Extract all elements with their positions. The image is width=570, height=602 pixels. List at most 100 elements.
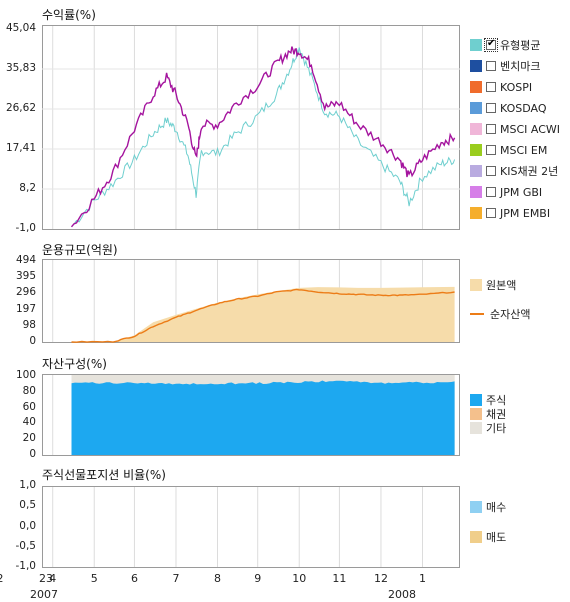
legend-checkbox[interactable] (486, 124, 496, 134)
legend-label: MSCI ACWI (500, 122, 561, 136)
x-tick-label: 23 (39, 572, 53, 585)
y-tick-label: 0,0 (19, 519, 36, 532)
x-tick-label: 4 (49, 572, 57, 585)
legend-label: KIS채권 2년 (500, 165, 559, 178)
x-tick-label: 12 (373, 572, 388, 585)
legend-swatch (470, 501, 482, 513)
y-tick-label: 45,04 (5, 22, 36, 34)
y-tick-label: 0 (29, 335, 36, 347)
legend-item[interactable]: JPM GBI (470, 185, 542, 199)
y-tick-label: 0,5 (19, 499, 36, 512)
x-tick-label: 6 (130, 572, 138, 585)
legend-checkbox[interactable] (486, 208, 496, 218)
legend-label: 기타 (486, 422, 507, 435)
legend-line-marker (470, 313, 484, 315)
legend-swatch (470, 60, 482, 72)
y-tick-label: 494 (15, 254, 36, 266)
fund-size-panel-title: 운용규모(억원) (42, 243, 118, 257)
y-tick-label: 35,83 (5, 62, 36, 74)
legend-checkbox[interactable] (484, 38, 498, 52)
y-tick-label: 26,62 (5, 102, 36, 114)
legend-item[interactable]: 벤치마크 (470, 59, 540, 73)
legend-swatch (470, 123, 482, 135)
legend-checkbox[interactable] (486, 166, 496, 176)
y-tick-label: 40 (22, 416, 36, 429)
legend-checkbox[interactable] (486, 61, 496, 71)
legend-item: 기타 (470, 421, 506, 435)
asset-panel-title: 자산구성(%) (42, 357, 107, 371)
legend-checkbox[interactable] (486, 103, 496, 113)
x-tick-label: 10 (292, 572, 307, 585)
x-tick-label: 2 (0, 572, 4, 585)
legend-label: 주식 (486, 394, 507, 407)
y-tick-label: 0 (29, 448, 36, 460)
x-tick-label: 7 (172, 572, 180, 585)
legend-label: 매도 (486, 531, 507, 544)
y-tick-label: 395 (15, 270, 36, 283)
legend-item[interactable]: KOSDAQ (470, 101, 547, 115)
legend-item[interactable]: KOSPI (470, 80, 532, 94)
legend-item[interactable]: MSCI EM (470, 143, 547, 157)
legend-item: 순자산액 (470, 307, 530, 321)
x-tick-label: 9 (254, 572, 262, 585)
legend-item: 주식 (470, 393, 506, 407)
legend-label: JPM EMBI (500, 206, 551, 220)
y-tick-label: 17,41 (5, 142, 36, 154)
legend-label: 채권 (486, 408, 507, 421)
x-tick-label: 8 (214, 572, 221, 585)
legend-swatch (470, 165, 482, 177)
legend-item[interactable]: JPM EMBI (470, 206, 550, 220)
legend-item[interactable]: KIS채권 2년 (470, 164, 558, 178)
legend-checkbox[interactable] (486, 82, 496, 92)
returns-panel-title: 수익률(%) (42, 8, 96, 22)
asset-stock-area (71, 380, 455, 455)
y-tick-label: 20 (22, 432, 36, 445)
y-tick-label: 98 (22, 318, 36, 331)
y-tick-label: -1,0 (15, 222, 37, 234)
x-year-label: 2008 (388, 588, 416, 601)
fund-size-area (71, 286, 455, 342)
legend-label: KOSDAQ (500, 101, 547, 115)
legend-label: MSCI EM (500, 143, 548, 157)
legend-item: 매도 (470, 530, 506, 544)
legend-item: 원본액 (470, 278, 516, 292)
returns-series-line (71, 47, 456, 228)
legend-label: JPM GBI (500, 185, 543, 199)
y-tick-label: -1,0 (15, 560, 37, 572)
futures-panel-title: 주식선물포지션 비율(%) (42, 468, 166, 482)
y-tick-label: 197 (15, 302, 36, 315)
legend-swatch (470, 279, 482, 291)
legend-label: 순자산액 (490, 308, 531, 321)
y-tick-label: 296 (15, 286, 36, 299)
legend-swatch (470, 102, 482, 114)
legend-checkbox[interactable] (486, 145, 496, 155)
x-year-label: 2007 (30, 588, 58, 601)
legend-item[interactable]: 유형평균 (470, 38, 540, 52)
legend-swatch (470, 81, 482, 93)
legend-swatch (470, 144, 482, 156)
y-tick-label: 8,2 (19, 182, 36, 194)
legend-swatch (470, 408, 482, 420)
legend-swatch (470, 207, 482, 219)
returns-series-line (70, 46, 456, 228)
legend-swatch (470, 39, 482, 51)
y-tick-label: 100 (15, 369, 36, 381)
y-tick-label: -0,5 (15, 539, 37, 552)
legend-swatch (470, 186, 482, 198)
returns-plot-area (42, 25, 460, 230)
y-tick-label: 1,0 (19, 479, 36, 491)
legend-swatch (470, 422, 482, 434)
legend-item[interactable]: MSCI ACWI (470, 122, 560, 136)
legend-label: KOSPI (500, 80, 533, 94)
legend-swatch (470, 394, 482, 406)
fund-size-net-line (71, 288, 455, 343)
legend-label: 유형평균 (500, 39, 541, 52)
legend-item: 채권 (470, 407, 506, 421)
legend-label: 원본액 (486, 279, 517, 292)
legend-checkbox[interactable] (486, 187, 496, 197)
x-tick-label: 11 (332, 572, 347, 585)
y-tick-label: 60 (22, 400, 36, 413)
futures-plot-area (42, 486, 460, 568)
legend-label: 벤치마크 (500, 60, 541, 73)
